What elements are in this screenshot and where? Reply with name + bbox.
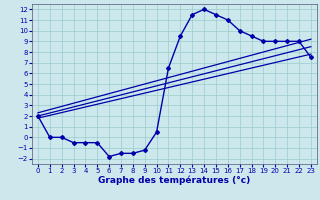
X-axis label: Graphe des températures (°c): Graphe des températures (°c) [98, 176, 251, 185]
